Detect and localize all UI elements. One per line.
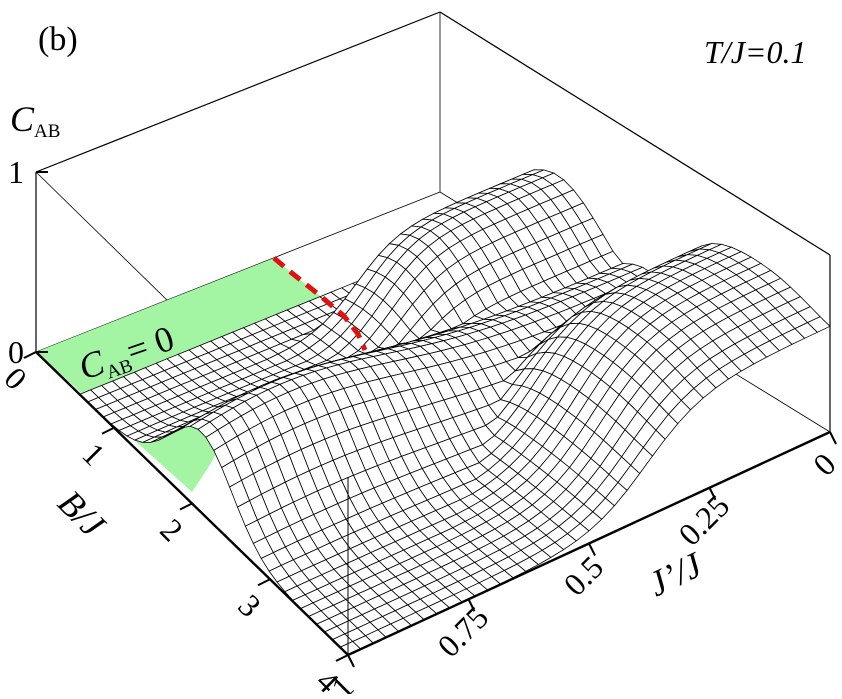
z-axis-label-sub: AB	[34, 121, 60, 142]
x-tick-mark	[588, 543, 596, 556]
axis-ticks	[23, 171, 837, 668]
z-axis-label-main: C	[10, 99, 35, 139]
x-tick-mark	[347, 654, 355, 668]
x-tick-mark	[467, 598, 476, 612]
y-tick-label: 1	[75, 436, 112, 473]
y-tick-mark	[179, 502, 193, 511]
x-tick-mark	[829, 431, 837, 445]
z-axis-label: CAB	[10, 99, 60, 142]
x-tick-label: 0	[806, 446, 842, 483]
phase-boundary-line	[272, 256, 368, 352]
y-tick-mark	[335, 654, 349, 662]
x-axis-label: J’/J	[642, 544, 710, 604]
x-tick-label: 0.25	[671, 487, 736, 552]
y-tick-label: 2	[153, 511, 190, 548]
y-axis-label: B/J	[50, 482, 114, 546]
z-tick-label: 1	[8, 154, 24, 190]
x-tick-mark	[708, 487, 717, 501]
y-tick-mark	[23, 351, 37, 359]
y-tick-mark	[257, 578, 271, 587]
y-tick-mark	[101, 426, 115, 435]
y-tick-label: 3	[231, 587, 268, 624]
concurrence-surface-mesh	[78, 169, 831, 656]
condition-label: T/J=0.1	[704, 34, 806, 70]
x-tick-label: 0.5	[556, 549, 610, 603]
z-tick-label: 0	[8, 334, 24, 370]
panel-label: (b)	[38, 21, 78, 58]
y-tick-label: 0	[0, 360, 34, 397]
